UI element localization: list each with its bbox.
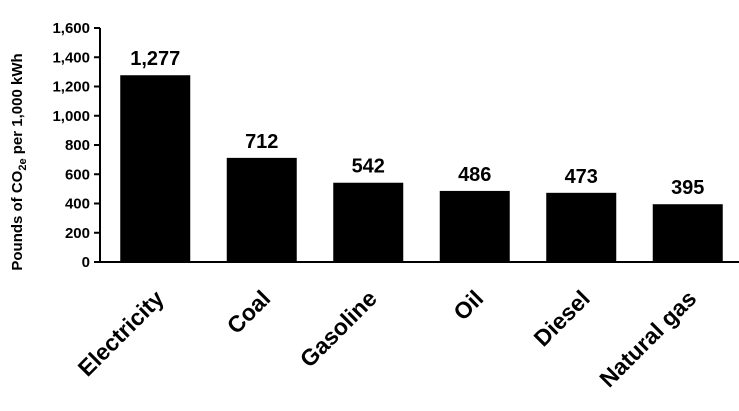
y-tick-label: 1,000 (52, 108, 90, 125)
data-label: 473 (565, 166, 598, 188)
y-axis-title-prefix: Pounds of CO (9, 170, 26, 270)
bar-natural-gas (652, 204, 723, 262)
data-label: 1,277 (130, 48, 180, 70)
y-axis-title: Pounds of CO2e per 1,000 kWh (9, 53, 29, 270)
bar-gasoline (333, 182, 404, 262)
y-tick-label: 800 (65, 137, 90, 154)
bar-diesel (546, 192, 617, 262)
y-tick-label: 1,600 (52, 20, 90, 37)
y-tick-label: 1,200 (52, 79, 90, 96)
bar-oil (439, 190, 510, 262)
value-labels: 1,277 712 542 486 473 395 (130, 48, 704, 199)
data-label: 486 (458, 164, 491, 186)
y-tick-label: 0 (82, 254, 90, 271)
data-label: 542 (352, 156, 385, 178)
y-tick-label: 600 (65, 166, 90, 183)
data-label: 395 (671, 177, 704, 199)
y-axis-title-suffix: per 1,000 kWh (9, 53, 26, 158)
y-tick-label: 200 (65, 225, 90, 242)
data-label: 712 (245, 131, 278, 153)
y-axis-title-subscript: 2e (17, 158, 29, 170)
y-tick-label: 400 (65, 196, 90, 213)
bar-coal (226, 157, 297, 262)
bars (120, 75, 723, 263)
y-axis-ticks: 0 200 400 600 800 1,000 1,200 1,400 1,600 (52, 20, 100, 271)
bar-electricity (120, 75, 191, 263)
y-tick-label: 1,400 (52, 49, 90, 66)
